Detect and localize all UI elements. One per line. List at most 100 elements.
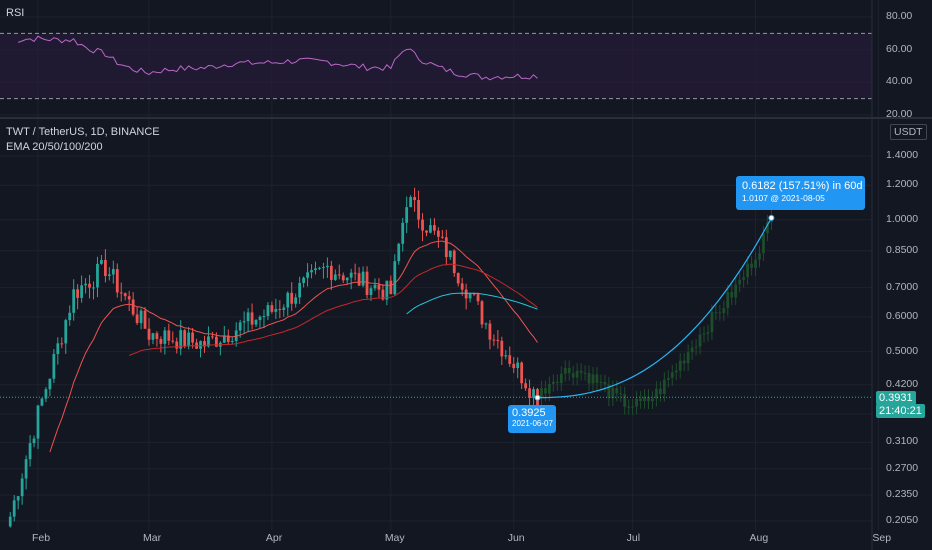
price-tick: 0.4200 (886, 377, 919, 390)
candle (448, 250, 452, 260)
candle (266, 302, 270, 321)
candle (203, 335, 206, 353)
projected-candle (706, 324, 710, 342)
candle (298, 276, 302, 304)
candle (437, 227, 440, 248)
candle (496, 330, 500, 349)
candle (107, 267, 111, 281)
candle (104, 249, 107, 283)
projected-candle (544, 380, 547, 402)
candle (294, 293, 298, 308)
projection-curve (537, 217, 772, 399)
candle (151, 332, 155, 345)
candle (464, 283, 468, 310)
target-change: 0.6182 (157.51%) in 60d (742, 180, 863, 192)
target-price-date: 1.0107 @ 2021-08-05 (742, 193, 825, 203)
start-callout[interactable]: 0.3925 2021-06-07 (508, 405, 556, 433)
price-tick: 0.7000 (886, 280, 919, 293)
time-tick: Jun (507, 532, 525, 544)
candle (282, 304, 286, 317)
candle (143, 307, 147, 329)
curve-end-point[interactable] (768, 214, 775, 221)
symbol-title: TWT / TetherUS, 1D, BINANCE (6, 126, 160, 138)
projected-candle (559, 366, 563, 391)
candle (389, 275, 393, 295)
price-tick: 0.5000 (886, 344, 919, 357)
candle (341, 272, 345, 284)
projected-candle (678, 353, 682, 379)
candle (234, 322, 238, 347)
candle (123, 292, 127, 301)
time-tick: Jul (626, 532, 641, 544)
price-tick: 1.0000 (886, 212, 919, 225)
candle (246, 308, 250, 333)
ema-line (128, 263, 538, 356)
candle (199, 340, 202, 358)
candle (337, 264, 341, 280)
candle (242, 311, 246, 334)
candle (183, 329, 187, 349)
projected-candle (730, 284, 734, 306)
candle (175, 337, 179, 354)
projected-candle (726, 284, 730, 316)
candle (262, 309, 266, 329)
projected-candle (710, 304, 714, 340)
candle (401, 217, 405, 252)
candle (508, 346, 512, 367)
projected-candle (659, 381, 662, 402)
candles (8, 187, 773, 528)
candle (353, 263, 357, 281)
projected-candle (627, 399, 631, 415)
candle (377, 278, 381, 298)
candle (40, 397, 44, 407)
projected-candle (599, 374, 603, 391)
time-tick: Feb (32, 532, 51, 544)
candle (512, 357, 516, 374)
candle (413, 187, 416, 212)
candle (115, 263, 119, 298)
candle (24, 455, 28, 490)
currency-selector[interactable]: USDT (890, 124, 927, 140)
candle (425, 230, 428, 237)
candle (88, 274, 91, 299)
candle (131, 292, 135, 317)
candle (60, 337, 64, 349)
candle (171, 331, 175, 344)
projected-candle (551, 374, 555, 392)
projected-candle (623, 386, 627, 415)
rsi-tick: 40.00 (886, 75, 913, 88)
projected-candle (587, 365, 591, 392)
candle (349, 268, 353, 290)
projected-candle (595, 366, 599, 391)
candle (191, 328, 194, 349)
candle (76, 284, 80, 310)
price-tick: 0.2700 (886, 461, 919, 474)
candle (211, 331, 214, 340)
curve-start-point[interactable] (534, 394, 541, 401)
candle (516, 357, 520, 379)
projected-candle (674, 363, 678, 381)
projected-candle (682, 353, 686, 372)
projected-candle (655, 381, 658, 407)
projected-candle (583, 365, 587, 381)
candle (254, 319, 258, 328)
candle (72, 279, 76, 321)
projected-candle (686, 344, 690, 372)
projected-candle (714, 304, 718, 321)
candle (274, 298, 278, 320)
projected-candle (690, 340, 694, 360)
projected-candle (750, 256, 753, 276)
start-price: 0.3925 (512, 407, 546, 419)
projected-candle (607, 376, 611, 407)
candle (84, 278, 87, 294)
candle (421, 213, 424, 242)
candle (322, 262, 325, 279)
candle (385, 280, 389, 306)
target-callout[interactable]: 0.6182 (157.51%) in 60d 1.0107 @ 2021-08… (736, 176, 865, 210)
countdown-tag: 21:40:21 (876, 404, 925, 418)
price-tick: 0.2350 (886, 488, 919, 501)
candle (167, 323, 171, 346)
candle (159, 336, 163, 353)
projected-candle (746, 256, 749, 285)
